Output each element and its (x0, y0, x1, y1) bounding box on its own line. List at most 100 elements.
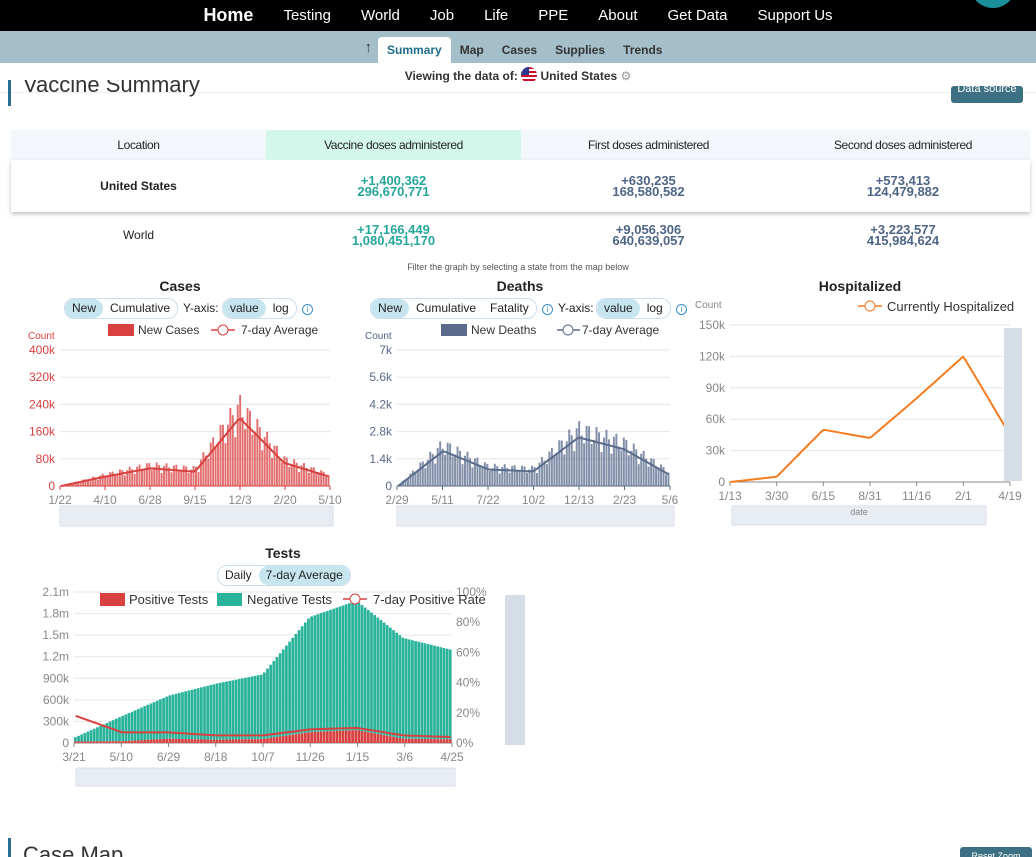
bar[interactable] (212, 437, 215, 486)
average-line[interactable] (61, 417, 330, 487)
positive-bar[interactable] (360, 731, 364, 743)
positive-bar[interactable] (439, 739, 443, 743)
bar[interactable] (160, 472, 163, 486)
negative-bar[interactable] (244, 677, 247, 740)
positive-bar[interactable] (376, 733, 380, 743)
tab-supplies[interactable]: Supplies (555, 43, 606, 57)
positive-bar[interactable] (442, 739, 446, 743)
negative-bar[interactable] (366, 610, 370, 733)
positive-bar[interactable] (285, 735, 288, 743)
negative-bar[interactable] (433, 645, 436, 740)
toggle-daily[interactable]: Daily (225, 568, 252, 582)
negative-bar[interactable] (200, 687, 203, 740)
negative-bar[interactable] (206, 685, 210, 740)
positive-bar[interactable] (297, 733, 301, 743)
bar[interactable] (187, 472, 190, 486)
negative-bar[interactable] (209, 684, 213, 740)
viewing-location[interactable]: United States (540, 69, 618, 83)
bar[interactable] (637, 464, 640, 486)
bar[interactable] (143, 470, 146, 486)
negative-bar[interactable] (231, 680, 235, 740)
negative-bar[interactable] (177, 692, 181, 739)
bar[interactable] (488, 470, 491, 486)
negative-bar[interactable] (363, 607, 367, 732)
negative-bar[interactable] (240, 678, 244, 740)
bar[interactable] (241, 417, 244, 486)
negative-bar[interactable] (108, 721, 112, 742)
bar[interactable] (153, 467, 156, 486)
bar[interactable] (406, 479, 409, 486)
bar[interactable] (466, 451, 469, 486)
positive-bar[interactable] (193, 739, 197, 743)
bar[interactable] (526, 472, 529, 486)
info-icon[interactable]: i (542, 304, 553, 315)
negative-bar[interactable] (395, 632, 399, 738)
positive-bar[interactable] (96, 741, 99, 743)
negative-bar[interactable] (247, 677, 250, 740)
bar[interactable] (531, 465, 533, 486)
toggle-cumulative[interactable]: Cumulative (416, 301, 477, 315)
positive-bar[interactable] (322, 731, 326, 743)
bar[interactable] (175, 464, 178, 486)
bar[interactable] (588, 426, 591, 486)
negative-bar[interactable] (351, 602, 354, 731)
bar[interactable] (553, 456, 556, 486)
positive-bar[interactable] (244, 739, 247, 743)
bar[interactable] (99, 475, 102, 486)
negative-bar[interactable] (332, 608, 336, 732)
bar[interactable] (258, 427, 261, 486)
bar[interactable] (533, 467, 536, 486)
bar[interactable] (411, 470, 414, 486)
nav-world[interactable]: World (360, 7, 400, 24)
negative-bar[interactable] (326, 610, 329, 732)
bar[interactable] (263, 437, 266, 486)
bar[interactable] (276, 445, 278, 486)
negative-bar[interactable] (127, 713, 131, 741)
negative-bar[interactable] (146, 704, 150, 740)
legend-7-day-average[interactable]: 7-day Average (582, 323, 659, 337)
bar[interactable] (236, 404, 239, 486)
negative-bar[interactable] (193, 688, 197, 740)
bar[interactable] (590, 443, 593, 486)
bar[interactable] (261, 450, 264, 486)
bar[interactable] (585, 425, 588, 486)
negative-bar[interactable] (329, 609, 332, 732)
negative-bar[interactable] (228, 680, 232, 740)
bar[interactable] (431, 454, 434, 486)
bar[interactable] (471, 467, 474, 486)
positive-bar[interactable] (196, 739, 200, 743)
positive-bar[interactable] (329, 731, 332, 743)
positive-bar[interactable] (269, 737, 273, 743)
positive-bar[interactable] (307, 732, 310, 743)
positive-bar[interactable] (124, 741, 128, 743)
bar[interactable] (573, 451, 576, 486)
positive-bar[interactable] (354, 730, 358, 743)
bar[interactable] (202, 452, 205, 486)
negative-bar[interactable] (149, 703, 153, 740)
negative-bar[interactable] (99, 725, 102, 742)
bar[interactable] (513, 465, 516, 486)
negative-bar[interactable] (96, 727, 99, 742)
bar[interactable] (650, 458, 653, 486)
positive-bar[interactable] (162, 738, 165, 743)
positive-bar[interactable] (420, 738, 424, 743)
positive-bar[interactable] (149, 739, 153, 743)
negative-bar[interactable] (382, 622, 386, 736)
positive-bar[interactable] (366, 732, 370, 743)
positive-bar[interactable] (445, 739, 449, 743)
bar[interactable] (283, 456, 286, 486)
negative-bar[interactable] (102, 724, 106, 742)
negative-bar[interactable] (310, 616, 313, 733)
bar[interactable] (446, 442, 449, 486)
bar[interactable] (172, 465, 175, 486)
negative-bar[interactable] (360, 605, 364, 732)
negative-bar[interactable] (162, 697, 165, 739)
bar[interactable] (195, 466, 197, 486)
nav-about[interactable]: About (598, 7, 638, 24)
zoom-slider[interactable] (731, 505, 987, 526)
bar[interactable] (535, 473, 538, 486)
bar[interactable] (150, 469, 153, 486)
bar[interactable] (486, 463, 489, 486)
negative-bar[interactable] (300, 626, 304, 734)
bar[interactable] (657, 468, 660, 486)
